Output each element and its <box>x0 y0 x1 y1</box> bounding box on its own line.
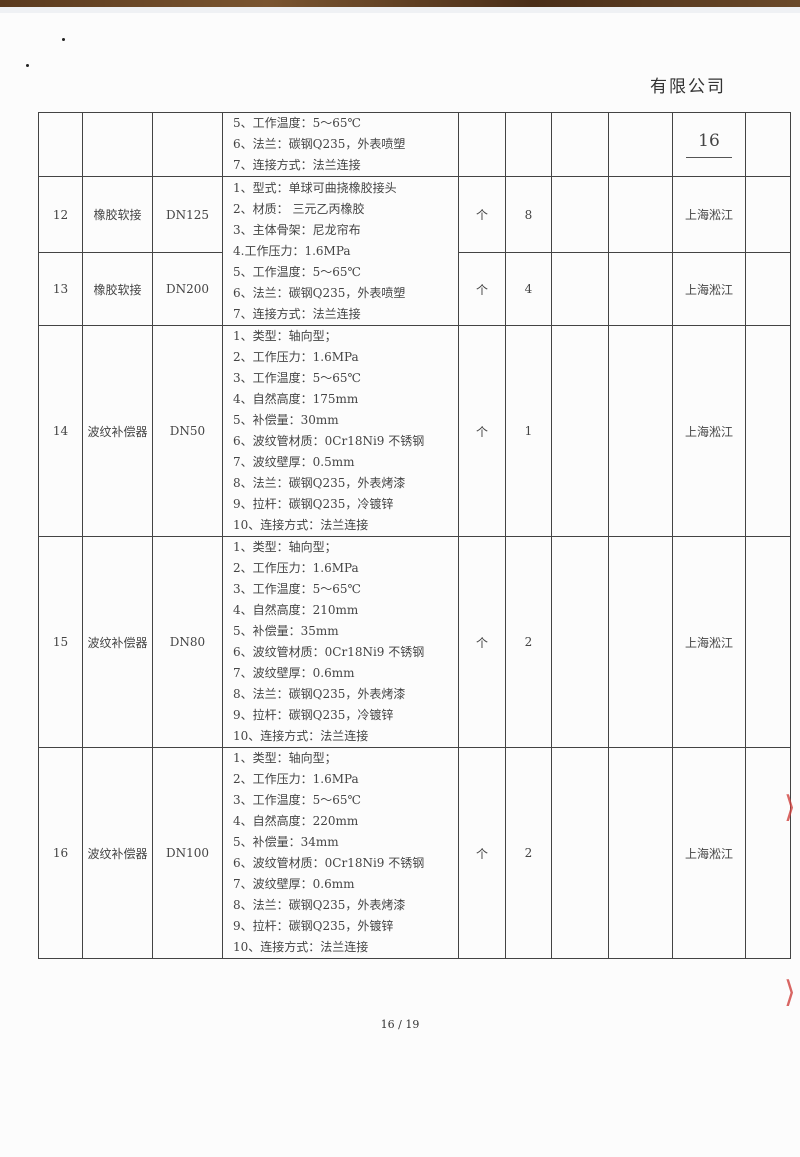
spec-line: 7、波纹壁厚：0.6mm <box>233 666 355 680</box>
spec-cell: 1、类型：轴向型； 2、工作压力：1.6MPa 3、工作温度：5～65℃ 4、自然高度… <box>222 536 459 748</box>
spec-line: 1、类型：轴向型； <box>233 329 337 343</box>
item-qty: 1 <box>505 325 552 537</box>
spec-line: 9、拉杆：碳钢Q235，外镀锌 <box>233 919 394 933</box>
item-name: 波纹补偿器 <box>82 325 153 537</box>
spec-line: 8、法兰：碳钢Q235，外表烤漆 <box>233 476 406 490</box>
item-unit: 个 <box>458 252 506 326</box>
spec-line: 7、波纹壁厚：0.5mm <box>233 455 355 469</box>
spec-line: 10、连接方式：法兰连接 <box>233 518 369 532</box>
spec-line: 6、法兰：碳钢Q235，外表喷塑 <box>233 137 406 151</box>
spec-line: 4、自然高度：220mm <box>233 814 359 828</box>
spec-line: 5、工作温度：5～65℃ <box>233 264 361 279</box>
item-name: 波纹补偿器 <box>82 747 153 959</box>
spec-line: 6、波纹管材质：0Cr18Ni9 不锈钢 <box>233 856 425 870</box>
spec-line: 9、拉杆：碳钢Q235，冷镀锌 <box>233 497 394 511</box>
spec-cell: 1、类型：轴向型； 2、工作压力：1.6MPa 3、工作温度：5～65℃ 4、自然高度… <box>222 747 459 959</box>
spec-line: 2、工作压力：1.6MPa <box>233 561 359 575</box>
spec-line: 7、连接方式：法兰连接 <box>233 158 361 172</box>
spec-cell: 5、工作温度：5～65℃ 6、法兰：碳钢Q235，外表喷塑 7、连接方式：法兰连接 <box>222 112 459 177</box>
spec-line: 5、补偿量：35mm <box>233 624 339 638</box>
equipment-table: 5、工作温度：5～65℃ 6、法兰：碳钢Q235，外表喷塑 7、连接方式：法兰连接 … <box>38 112 791 959</box>
item-unit: 个 <box>458 325 506 537</box>
table-row: 13 橡胶软接 DN200 个 4 上海淞江 <box>38 252 791 326</box>
spec-line: 10、连接方式：法兰连接 <box>233 729 369 743</box>
scan-edge <box>0 0 800 7</box>
spec-line: 2、材质： 三元乙丙橡胶 <box>233 201 365 216</box>
red-stamp-fragment: ⟩ <box>784 975 796 1010</box>
spec-line: 5、补偿量：34mm <box>233 835 339 849</box>
row-no: 13 <box>38 252 83 326</box>
row-no: 12 <box>38 176 83 253</box>
item-unit: 个 <box>458 176 506 253</box>
spec-line: 8、法兰：碳钢Q235，外表烤漆 <box>233 898 406 912</box>
item-qty: 2 <box>505 747 552 959</box>
item-name: 波纹补偿器 <box>82 536 153 748</box>
item-size: DN80 <box>152 536 223 748</box>
speck <box>62 38 65 41</box>
item-qty: 4 <box>505 252 552 326</box>
spec-line: 3、主体骨架：尼龙帘布 <box>233 222 361 237</box>
spec-line: 8、法兰：碳钢Q235，外表烤漆 <box>233 687 406 701</box>
red-stamp-fragment: ⟩ <box>784 790 796 825</box>
spec-line: 1、类型：轴向型； <box>233 751 337 765</box>
page-mark: 16 <box>686 131 732 158</box>
item-supplier: 上海淞江 <box>672 747 746 959</box>
spec-line: 2、工作压力：1.6MPa <box>233 350 359 364</box>
item-unit: 个 <box>458 536 506 748</box>
spec-line: 4.工作压力：1.6MPa <box>233 243 351 258</box>
speck <box>26 64 29 67</box>
item-supplier: 上海淞江 <box>672 536 746 748</box>
row-no: 16 <box>38 747 83 959</box>
page-number: 16 / 19 <box>380 1018 420 1031</box>
item-qty: 2 <box>505 536 552 748</box>
table-row: 16 波纹补偿器 DN100 1、类型：轴向型； 2、工作压力：1.6MPa 3、工… <box>38 747 791 959</box>
spec-line: 6、法兰：碳钢Q235，外表喷塑 <box>233 285 406 300</box>
item-size: DN50 <box>152 325 223 537</box>
spec-line: 9、拉杆：碳钢Q235，冷镀锌 <box>233 708 394 722</box>
table-row-continued: 5、工作温度：5～65℃ 6、法兰：碳钢Q235，外表喷塑 7、连接方式：法兰连接 … <box>38 112 791 177</box>
spec-line: 6、波纹管材质：0Cr18Ni9 不锈钢 <box>233 645 425 659</box>
item-supplier: 上海淞江 <box>672 252 746 326</box>
spec-line: 6、波纹管材质：0Cr18Ni9 不锈钢 <box>233 434 425 448</box>
spec-line: 10、连接方式：法兰连接 <box>233 940 369 954</box>
scan-edge-fade <box>0 7 800 13</box>
item-name: 橡胶软接 <box>82 176 153 253</box>
spec-line: 7、连接方式：法兰连接 <box>233 306 361 321</box>
spec-line: 3、工作温度：5～65℃ <box>233 371 361 385</box>
item-qty: 8 <box>505 176 552 253</box>
spec-line: 5、工作温度：5～65℃ <box>233 116 361 130</box>
spec-line: 2、工作压力：1.6MPa <box>233 772 359 786</box>
table-row: 14 波纹补偿器 DN50 1、类型：轴向型； 2、工作压力：1.6MPa 3、工作… <box>38 325 791 537</box>
item-size: DN125 <box>152 176 223 253</box>
table-row: 15 波纹补偿器 DN80 1、类型：轴向型； 2、工作压力：1.6MPa 3、工作… <box>38 536 791 748</box>
spec-line: 7、波纹壁厚：0.6mm <box>233 877 355 891</box>
spec-line: 1、型式：单球可曲挠橡胶接头 <box>233 180 397 195</box>
company-header: 有限公司 <box>650 77 726 97</box>
item-size: DN100 <box>152 747 223 959</box>
item-unit: 个 <box>458 747 506 959</box>
spec-line: 4、自然高度：210mm <box>233 603 359 617</box>
spec-cell: 1、类型：轴向型； 2、工作压力：1.6MPa 3、工作温度：5～65℃ 4、自然高度… <box>222 325 459 537</box>
item-name: 橡胶软接 <box>82 252 153 326</box>
table-row: 12 橡胶软接 DN125 1、型式：单球可曲挠橡胶接头 2、材质： 三元乙丙橡胶… <box>38 176 791 326</box>
spec-line: 4、自然高度：175mm <box>233 392 359 406</box>
spec-line: 5、补偿量：30mm <box>233 413 339 427</box>
spec-cell: 1、型式：单球可曲挠橡胶接头 2、材质： 三元乙丙橡胶 3、主体骨架：尼龙帘布 4.工… <box>222 176 459 326</box>
row-no: 14 <box>38 325 83 537</box>
row-no: 15 <box>38 536 83 748</box>
item-supplier: 上海淞江 <box>672 176 746 253</box>
item-supplier: 上海淞江 <box>672 325 746 537</box>
spec-line: 1、类型：轴向型； <box>233 540 337 554</box>
spec-line: 3、工作温度：5～65℃ <box>233 582 361 596</box>
item-size: DN200 <box>152 252 223 326</box>
spec-line: 3、工作温度：5～65℃ <box>233 793 361 807</box>
